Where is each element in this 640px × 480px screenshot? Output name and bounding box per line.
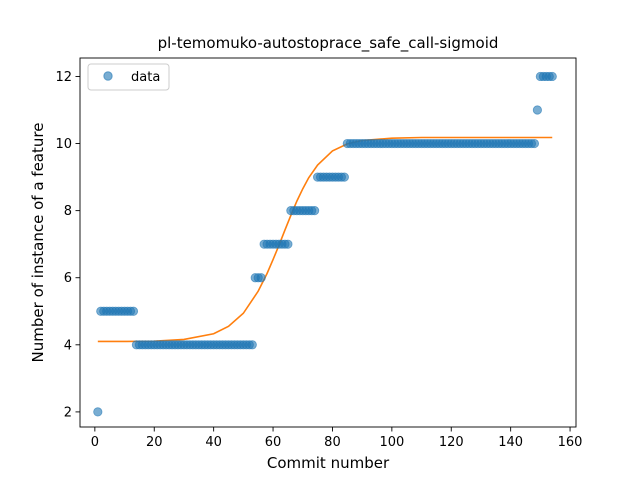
y-tick-label: 10 (55, 137, 72, 152)
y-tick-label: 12 (55, 70, 72, 85)
x-tick-label: 40 (205, 435, 222, 450)
x-tick-label: 100 (379, 435, 404, 450)
data-point (93, 407, 103, 417)
x-tick-label: 20 (146, 435, 163, 450)
axes: 0 20 40 60 80 100 120 140 160 2 4 6 8 10 12 (55, 57, 583, 450)
plot-frame (79, 57, 577, 428)
data-point (339, 172, 349, 182)
legend-marker-data (103, 71, 113, 81)
data-point (247, 340, 257, 350)
x-axis-title: Commit number (267, 454, 390, 472)
x-tick-label: 120 (439, 435, 464, 450)
y-tick-label: 4 (64, 338, 72, 353)
x-tick-label: 60 (265, 435, 282, 450)
data-point (283, 239, 293, 249)
data-point (128, 306, 139, 316)
y-tick-label: 2 (64, 405, 72, 420)
legend-box (87, 63, 170, 91)
data-point (256, 273, 266, 283)
legend-label-data: data (131, 70, 160, 85)
y-tick-label: 6 (64, 271, 72, 286)
x-tick-label: 140 (498, 435, 523, 450)
legend: data (87, 63, 170, 91)
fit-curve (97, 136, 553, 343)
data-point (547, 71, 557, 82)
data-points-layer (93, 71, 557, 417)
x-tick-label: 0 (91, 435, 99, 450)
x-tick-label: 160 (558, 435, 583, 450)
x-tick-label: 80 (324, 435, 341, 450)
y-tick-label: 8 (64, 204, 72, 219)
data-point (529, 138, 540, 149)
y-axis-title: Number of instance of a feature (29, 123, 47, 363)
chart-title: pl-temomuko-autostoprace_safe_call-sigmo… (158, 34, 499, 53)
data-point (532, 105, 542, 115)
data-point (310, 206, 320, 216)
fit-curve-layer (97, 136, 553, 343)
